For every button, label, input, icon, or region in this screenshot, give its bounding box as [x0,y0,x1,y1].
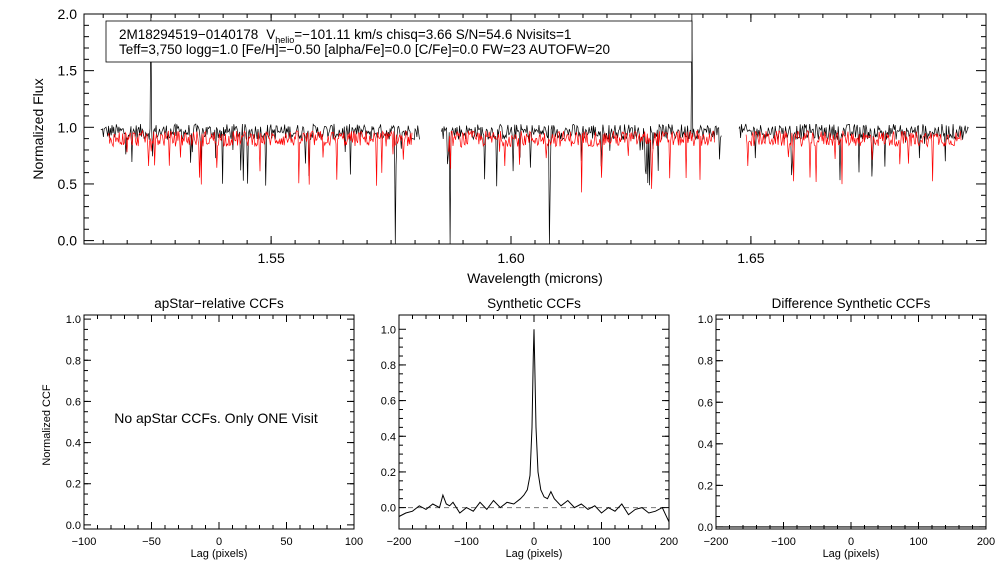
spectrum-x-label: Wavelength (microns) [467,270,603,286]
synthetic-x-tick-label: 0 [531,536,537,548]
synthetic-ccf-line [398,329,670,523]
spectrum-lines [100,14,969,244]
difference-y-tick-label: 0.2 [698,480,713,492]
apstar-ccf-panel: −100 −50 0 50 100 0.0 0.2 0.4 0.6 0.8 1.0 apStar−r… [41,296,363,560]
difference-x-tick-label: 200 [977,536,995,548]
legend-line-2: Teff=3,750 logg=1.0 [Fe/H]=−0.50 [alpha/… [119,42,610,57]
difference-y-tick-label: 0.4 [698,439,713,451]
spectrum-x-tick-label: 1.60 [497,250,524,266]
synthetic-y-tick-label: 0.8 [381,360,396,372]
synthetic-y-tick-label: 0.6 [381,396,396,408]
difference-ccf-panel: −200 −100 0 100 200 0.0 0.2 0.4 0.6 0.8 1.0 Differ… [698,296,995,560]
spectrum-panel: 1.55 1.60 1.65 0.0 0.5 1.0 1.5 2.0 2M18294519−0… [30,6,987,286]
synthetic-y-tick-label: 1.0 [381,324,396,336]
apstar-x-tick-label: 0 [216,536,222,548]
apstar-x-tick-label: −100 [72,536,97,548]
difference-ticks: −200 −100 0 100 200 0.0 0.2 0.4 0.6 0.8 1.0 [698,314,995,548]
apstar-x-label: Lag (pixels) [191,548,248,560]
synthetic-x-label: Lag (pixels) [506,548,563,560]
synthetic-title: Synthetic CCFs [487,296,581,311]
apstar-x-tick-label: −50 [142,536,161,548]
difference-x-tick-label: −100 [771,536,796,548]
synthetic-x-tick-label: −200 [387,536,412,548]
apstar-y-tick-label: 0.8 [66,355,81,367]
difference-x-tick-label: 100 [909,536,927,548]
spectrum-y-tick-label: 0.5 [58,176,78,192]
synthetic-x-tick-label: 100 [592,536,610,548]
spectrum-y-tick-label: 1.0 [58,119,78,135]
apstar-y-tick-label: 0.0 [66,520,81,532]
difference-y-tick-label: 0.6 [698,397,713,409]
difference-x-label: Lag (pixels) [823,548,880,560]
synthetic-ccf-panel: −200 −100 0 100 200 0.0 0.2 0.4 0.6 0.8 1.0 Synthe… [381,296,678,560]
apstar-x-tick-label: 50 [280,536,292,548]
spectrum-y-tick-label: 1.5 [58,63,78,79]
legend-vhelio-symbol: V [266,27,275,42]
difference-title: Difference Synthetic CCFs [772,296,931,311]
apstar-annotation: No apStar CCFs. Only ONE Visit [114,410,318,426]
synthetic-x-tick-label: 200 [660,536,678,548]
spectrum-y-tick-label: 2.0 [58,6,78,22]
difference-frame [715,314,987,530]
synthetic-spectrum-line [107,129,962,193]
apstar-ticks: −100 −50 0 50 100 0.0 0.2 0.4 0.6 0.8 1.0 [66,314,363,548]
synthetic-y-tick-label: 0.0 [381,503,396,515]
apstar-y-label: Normalized CCF [41,384,53,466]
difference-x-tick-label: −200 [704,536,729,548]
synthetic-x-tick-label: −100 [454,536,479,548]
legend-star-id: 2M18294519−0140178 [119,27,258,42]
difference-y-tick-label: 0.8 [698,356,713,368]
apstar-y-tick-label: 1.0 [66,314,81,326]
spectrum-ticks: 1.55 1.60 1.65 0.0 0.5 1.0 1.5 2.0 [58,6,986,266]
difference-y-tick-label: 0.0 [698,522,713,534]
apstar-x-tick-label: 100 [345,536,363,548]
spectrum-legend-box [105,20,693,63]
difference-x-tick-label: 0 [848,536,854,548]
spectrum-x-tick-label: 1.65 [737,250,764,266]
synthetic-lines [398,329,670,523]
apstar-title: apStar−relative CCFs [154,296,284,311]
apstar-y-tick-label: 0.4 [66,438,81,450]
apstar-y-tick-label: 0.2 [66,479,81,491]
legend-vhelio-subscript: helio [275,35,294,45]
synthetic-y-tick-label: 0.4 [381,431,396,443]
apstar-y-tick-label: 0.6 [66,396,81,408]
legend-vhelio-value: =−101.11 km/s chisq=3.66 S/N=54.6 Nvisit… [294,27,571,42]
spectrum-y-tick-label: 0.0 [58,233,78,249]
synthetic-y-tick-label: 0.2 [381,467,396,479]
difference-y-tick-label: 1.0 [698,314,713,326]
synthetic-ticks: −200 −100 0 100 200 0.0 0.2 0.4 0.6 0.8 1.0 [381,315,678,548]
legend-line-1: 2M18294519−0140178 Vhelio=−101.11 km/s ch… [119,27,571,45]
spectrum-x-tick-label: 1.55 [257,250,284,266]
spectrum-y-label: Normalized Flux [30,78,46,179]
